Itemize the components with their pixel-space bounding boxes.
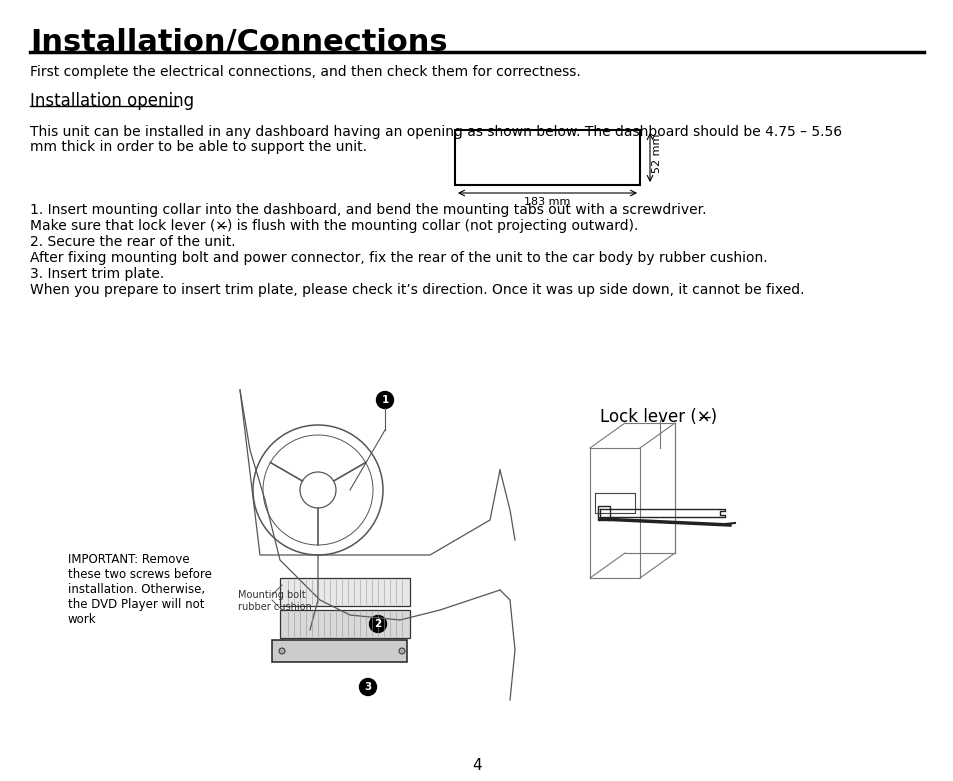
Circle shape (369, 615, 386, 633)
Text: 2. Secure the rear of the unit.: 2. Secure the rear of the unit. (30, 235, 235, 249)
Text: Mounting bolt
rubber cushion: Mounting bolt rubber cushion (237, 590, 312, 612)
Text: Make sure that lock lever (×̶) is flush with the mounting collar (not projecting: Make sure that lock lever (×̶) is flush … (30, 219, 638, 233)
Circle shape (398, 648, 405, 654)
Text: Installation opening: Installation opening (30, 92, 193, 110)
Text: 1. Insert mounting collar into the dashboard, and bend the mounting tabs out wit: 1. Insert mounting collar into the dashb… (30, 203, 706, 217)
Text: 2: 2 (374, 619, 381, 629)
Text: 183 mm: 183 mm (524, 197, 570, 207)
Text: 1: 1 (381, 395, 388, 405)
Bar (280, 578, 410, 606)
Circle shape (359, 679, 376, 696)
Text: Installation/Connections: Installation/Connections (30, 28, 447, 57)
Bar (280, 610, 410, 638)
Text: Lock lever (×̶): Lock lever (×̶) (599, 408, 717, 426)
Bar (455, 130, 639, 185)
Bar (598, 506, 609, 520)
Text: First complete the electrical connections, and then check them for correctness.: First complete the electrical connection… (30, 65, 580, 79)
Circle shape (376, 391, 393, 408)
Text: After fixing mounting bolt and power connector, fix the rear of the unit to the : After fixing mounting bolt and power con… (30, 251, 767, 265)
Text: When you prepare to insert trim plate, please check it’s direction. Once it was : When you prepare to insert trim plate, p… (30, 283, 803, 297)
Text: mm thick in order to be able to support the unit.: mm thick in order to be able to support … (30, 140, 367, 154)
Bar (272, 640, 407, 662)
Circle shape (278, 648, 285, 654)
Text: 3: 3 (364, 682, 372, 692)
Text: 4: 4 (472, 758, 481, 773)
Text: 3. Insert trim plate.: 3. Insert trim plate. (30, 267, 164, 281)
Text: This unit can be installed in any dashboard having an opening as shown below. Th: This unit can be installed in any dashbo… (30, 125, 841, 139)
Text: IMPORTANT: Remove
these two screws before
installation. Otherwise,
the DVD Playe: IMPORTANT: Remove these two screws befor… (68, 553, 212, 626)
Text: 52 mm: 52 mm (651, 134, 661, 173)
